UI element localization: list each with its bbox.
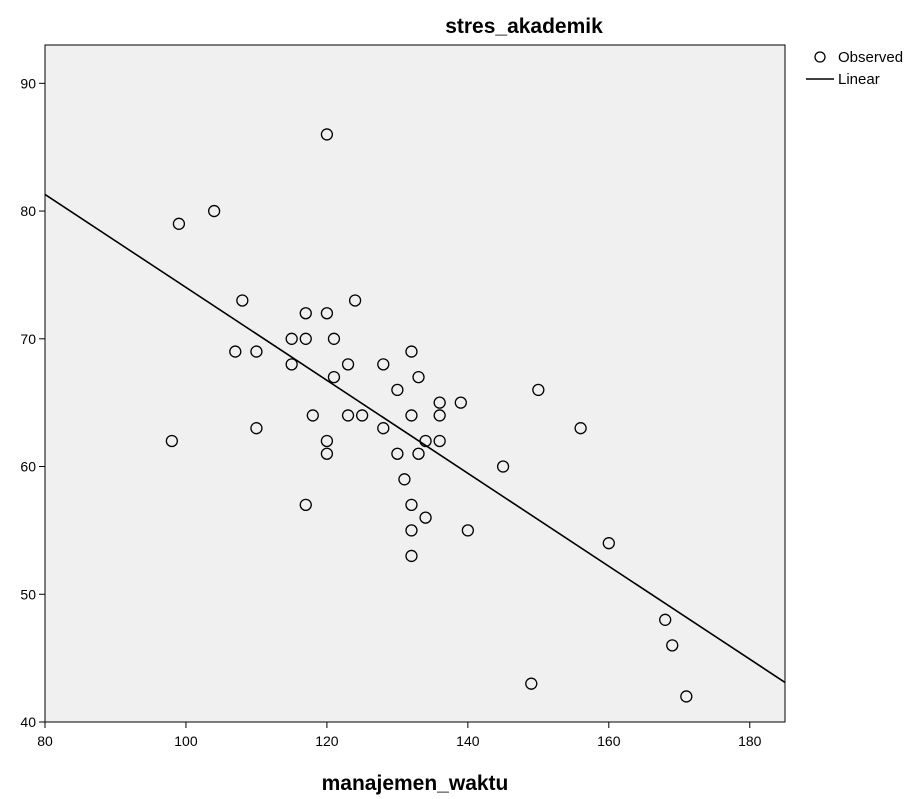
- scatter-point: [666, 639, 679, 652]
- scatter-point: [320, 307, 334, 320]
- scatter-point: [433, 396, 446, 409]
- regression-line-group: [44, 193, 786, 684]
- scatter-point: [419, 511, 432, 524]
- y-tick-label: 50: [20, 586, 36, 602]
- scatter-point: [320, 128, 334, 141]
- scatter-point: [602, 537, 615, 550]
- x-tick-label: 180: [738, 733, 762, 749]
- scatter-point: [391, 447, 404, 460]
- scatter-point: [250, 345, 263, 358]
- scatter-point: [299, 332, 312, 345]
- scatter-point: [327, 332, 341, 345]
- scatter-point: [405, 345, 418, 358]
- scatter-point: [285, 358, 298, 371]
- scatter-point: [320, 447, 334, 460]
- scatter-point: [412, 447, 425, 460]
- x-tick-label: 160: [597, 733, 621, 749]
- scatter-point: [680, 690, 693, 703]
- scatter-point: [433, 409, 446, 422]
- y-tick-label: 90: [20, 75, 36, 91]
- scatter-point: [461, 524, 475, 537]
- scatter-point: [341, 409, 355, 422]
- scatter-point: [327, 370, 341, 384]
- y-tick-label: 80: [20, 203, 36, 219]
- x-tick-label: 100: [174, 733, 198, 749]
- legend-linear-label: Linear: [838, 71, 880, 88]
- x-tick-label: 120: [315, 733, 339, 749]
- chart-title: stres_akademik: [445, 15, 603, 38]
- plot-area: [44, 44, 786, 723]
- x-axis-label: manajemen_waktu: [322, 772, 509, 795]
- scatter-point: [165, 434, 179, 448]
- scatter-point: [299, 498, 312, 511]
- legend-observed-marker: [814, 51, 826, 63]
- scatter-point: [496, 460, 510, 473]
- scatter-point: [454, 396, 467, 409]
- scatter-point: [299, 307, 312, 320]
- scatter-point: [405, 524, 418, 537]
- scatter-point: [419, 434, 432, 448]
- scatter-point: [236, 294, 249, 307]
- scatter-point: [412, 370, 425, 384]
- x-tick-label: 140: [456, 733, 480, 749]
- scatter-point: [391, 383, 404, 397]
- scatter-point: [405, 549, 418, 563]
- scatter-point: [306, 409, 319, 422]
- scatter-point: [532, 383, 545, 397]
- scatter-point: [348, 294, 362, 307]
- scatter-point: [250, 422, 263, 435]
- scatter-point: [433, 434, 446, 448]
- scatter-point: [341, 358, 355, 371]
- scatter-point: [377, 358, 390, 371]
- legend-observed-label: Observed: [838, 49, 903, 66]
- y-tick-label: 70: [20, 331, 36, 347]
- x-tick-label: 80: [37, 733, 53, 749]
- y-tick-label: 40: [20, 714, 36, 730]
- scatter-point: [525, 677, 538, 690]
- scatter-point: [377, 422, 390, 435]
- scatter-point: [405, 498, 418, 511]
- scatter-point: [659, 613, 672, 626]
- scatter-point: [320, 434, 334, 448]
- x-axis: 80 100 120 140 160 180: [37, 722, 762, 749]
- scatter-point: [574, 422, 587, 435]
- scatter-point: [355, 409, 369, 422]
- scatter-point: [285, 332, 298, 345]
- scatter-point: [405, 409, 418, 422]
- scatter-point: [398, 473, 411, 486]
- regression-line: [44, 193, 786, 684]
- y-axis: 40 50 60 70 80 90: [20, 75, 45, 730]
- scatter-points: [165, 128, 693, 703]
- y-tick-label: 60: [20, 459, 36, 475]
- scatter-point: [229, 345, 242, 358]
- scatter-point: [172, 217, 186, 230]
- legend: Observed Linear: [806, 49, 903, 88]
- scatter-point: [207, 204, 221, 218]
